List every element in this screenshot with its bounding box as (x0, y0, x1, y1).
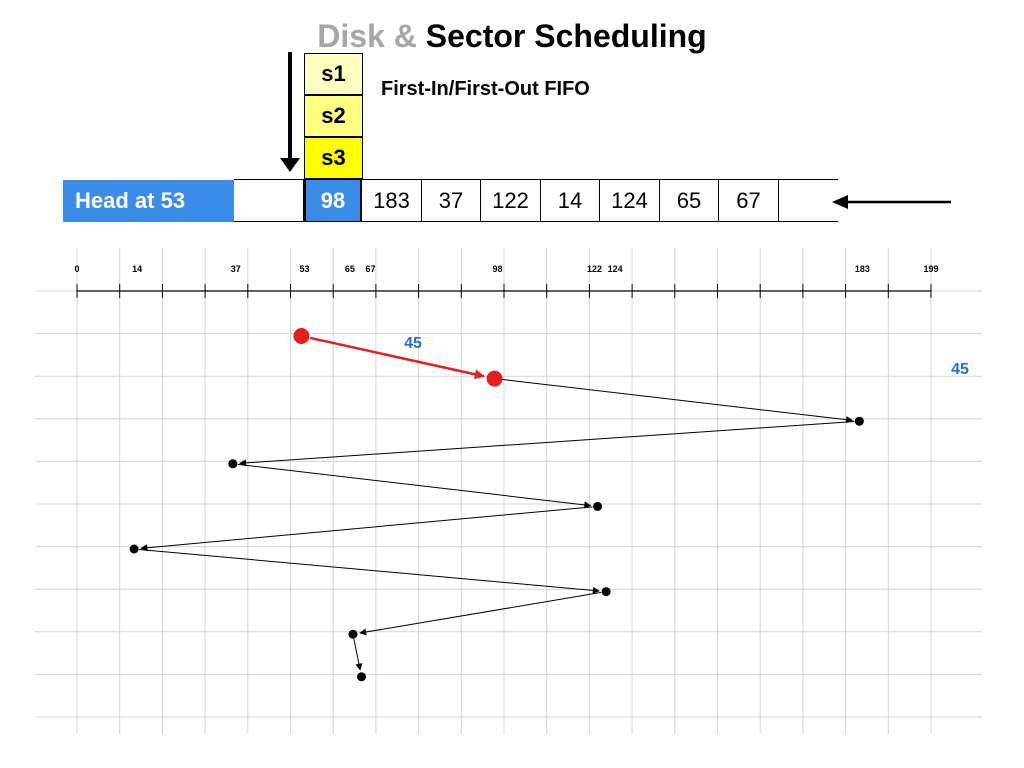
dequeue-arrow-head (832, 195, 848, 209)
request-queue: 98 183 37 122 14 124 65 67 (234, 179, 838, 222)
queue-cell-current: 98 (304, 180, 362, 221)
move-arrow (237, 463, 592, 509)
queue-cell: 37 (422, 180, 481, 221)
queue-arrows (280, 52, 951, 209)
title-part-disk: Disk & (317, 18, 417, 54)
cylinder-axis: 0 14 37 53 65 67 98 122 124 183 199 (74, 264, 939, 298)
queue-cell: 124 (600, 180, 660, 221)
tick-label: 14 (132, 264, 142, 274)
move-arrow (140, 506, 593, 552)
stop-point-highlight (293, 328, 310, 344)
move-arrow (239, 421, 855, 467)
queue-cell: 122 (481, 180, 541, 221)
tick-label: 124 (608, 264, 623, 274)
stack-cell-s2: s2 (304, 95, 363, 137)
first-move-arrow (309, 336, 485, 380)
enqueue-arrow-head (280, 158, 300, 172)
tick-label: 122 (587, 264, 602, 274)
tick-label: 65 (345, 264, 355, 274)
title-part-sector-scheduling: Sector Scheduling (425, 18, 707, 54)
stop-point (854, 416, 864, 426)
tick-label: 37 (231, 264, 241, 274)
policy-label: First-In/First-Out FIFO (381, 78, 590, 100)
page-title: Disk & Sector Scheduling (0, 16, 1024, 56)
stop-point-highlight (486, 370, 503, 387)
move-arrow (139, 548, 600, 594)
queue-cell: 67 (719, 180, 779, 221)
tick-label: 53 (299, 264, 309, 274)
move-arrow (359, 591, 602, 636)
stop-point (228, 459, 238, 469)
queue-cell: 183 (362, 180, 422, 221)
move-arrow (499, 378, 854, 424)
tick-label: 98 (493, 264, 503, 274)
distance-total-label: 45 (951, 361, 969, 378)
queue-cell: 14 (541, 180, 600, 221)
stop-point (601, 587, 611, 597)
head-position-label: Head at 53 (63, 180, 234, 222)
move-arrow (353, 639, 363, 671)
tick-label: 67 (366, 264, 376, 274)
stack-cell-s1: s1 (304, 53, 363, 95)
queue-cell: 65 (660, 180, 719, 221)
head-path (139, 336, 855, 671)
tick-label: 199 (923, 264, 938, 274)
stack-cell-s3: s3 (304, 137, 363, 179)
stop-point (357, 672, 367, 682)
stop-point (593, 501, 603, 511)
head-stops: 45 45 (129, 328, 969, 682)
stop-point (348, 629, 358, 639)
tick-label: 0 (74, 264, 79, 274)
stop-point (129, 544, 139, 554)
tick-label: 183 (855, 264, 870, 274)
queue-cell-empty (234, 180, 304, 221)
grid (35, 248, 982, 734)
first-move-distance-label: 45 (404, 335, 422, 352)
